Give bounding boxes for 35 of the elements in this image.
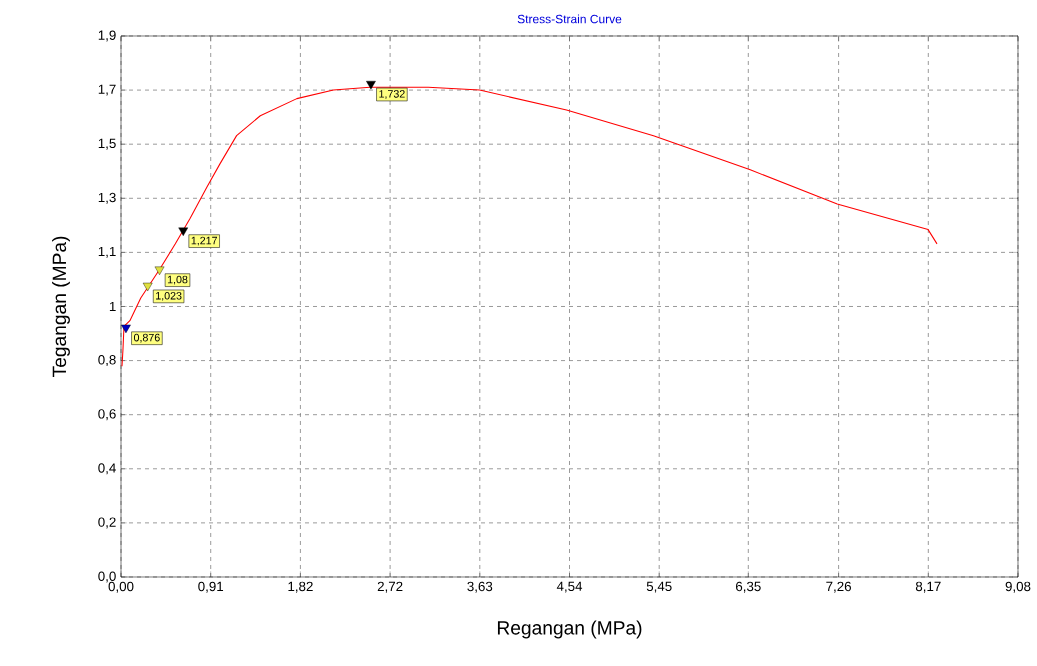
y-tick-label: 1,1 [98,246,116,258]
y-tick-label: 0,2 [98,517,116,529]
data-label: 1,023 [156,291,182,301]
x-tick-label: 6,35 [736,581,761,593]
x-tick-label: 5,45 [646,581,672,593]
y-tick-label: 1,9 [98,30,116,42]
data-label: 1,08 [167,275,188,285]
y-tick-label: 0,8 [98,355,116,367]
y-axis-title: Tegangan (MPa) [52,236,70,378]
x-tick-label: 3,63 [467,581,493,593]
y-tick-label: 1,7 [98,84,116,96]
x-tick-label: 0,00 [108,581,134,593]
y-tick-label: 0,4 [98,463,116,475]
y-tick-label: 0,6 [98,409,116,421]
x-axis-title: Regangan (MPa) [497,620,642,639]
chart-title: Stress-Strain Curve [517,14,622,24]
point [366,80,376,90]
x-tick-label: 7,26 [826,581,851,593]
x-tick-label: 9,08 [1005,581,1031,593]
y-tick-label: 0,0 [98,571,116,583]
y-tick-label: 1,5 [98,138,116,150]
x-tick-label: 1,82 [288,581,313,593]
x-tick-label: 0,91 [198,581,224,593]
point [142,282,153,292]
x-tick-label: 2,72 [377,581,403,593]
data-label: 0,876 [133,333,160,343]
x-tick-label: 8,17 [915,581,941,593]
y-tick-label: 1 [109,301,116,312]
point [121,324,131,334]
point [178,227,189,236]
data-label: 1,732 [379,90,405,99]
data-label: 1,217 [191,236,217,246]
point [154,266,165,275]
x-tick-label: 4,54 [556,581,583,593]
y-tick-label: 1,3 [98,192,116,204]
